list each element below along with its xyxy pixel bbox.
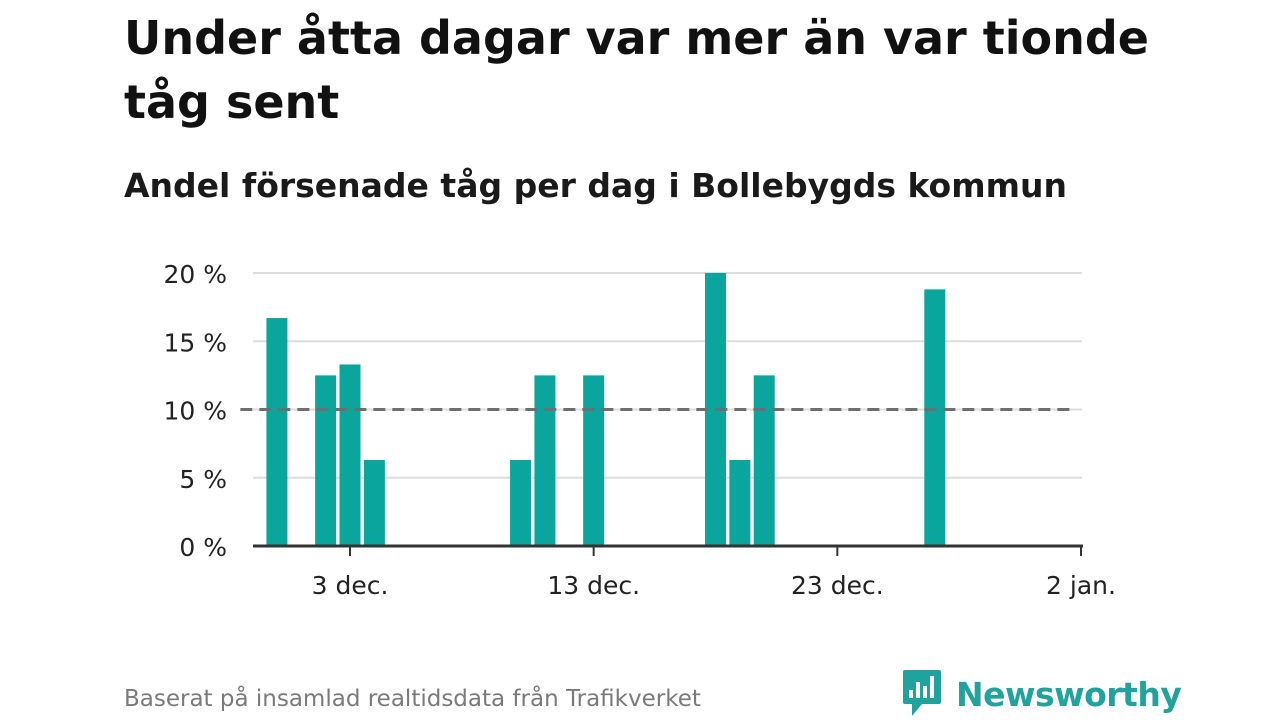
y-tick-label: 10 % <box>163 397 227 426</box>
bar <box>534 375 556 546</box>
y-tick-label: 20 % <box>163 260 227 289</box>
bar <box>753 375 775 546</box>
bar <box>363 460 385 546</box>
y-tick-label: 15 % <box>163 328 227 357</box>
bar <box>924 289 946 546</box>
bar-chart: 0 % 5 % 10 % 15 % 20 % 3 dec. 13 dec. 23 dec. 2 … <box>163 260 1116 600</box>
y-tick-label: 5 % <box>179 465 227 494</box>
bar <box>266 318 288 546</box>
x-tick-label: 13 dec. <box>547 571 640 600</box>
bar-chart-speech-bubble-icon <box>903 670 941 716</box>
y-tick-label: 0 % <box>179 533 227 562</box>
chart-title: Under åtta dagar var mer än var tionde t… <box>124 11 1149 129</box>
x-tick-label: 2 jan. <box>1046 571 1116 600</box>
x-tick-label: 23 dec. <box>791 571 884 600</box>
bar <box>510 460 532 546</box>
x-tick-label: 3 dec. <box>312 571 389 600</box>
bar <box>729 460 751 546</box>
bar <box>583 375 605 546</box>
brand-logo[interactable]: Newsworthy <box>902 668 1182 720</box>
source-note: Baserat på insamlad realtidsdata från Tr… <box>124 686 701 712</box>
bar <box>315 375 337 546</box>
chart-subtitle: Andel försenade tåg per dag i Bollebygds… <box>124 166 1067 205</box>
brand-name: Newsworthy <box>956 674 1182 714</box>
bar <box>339 364 361 546</box>
